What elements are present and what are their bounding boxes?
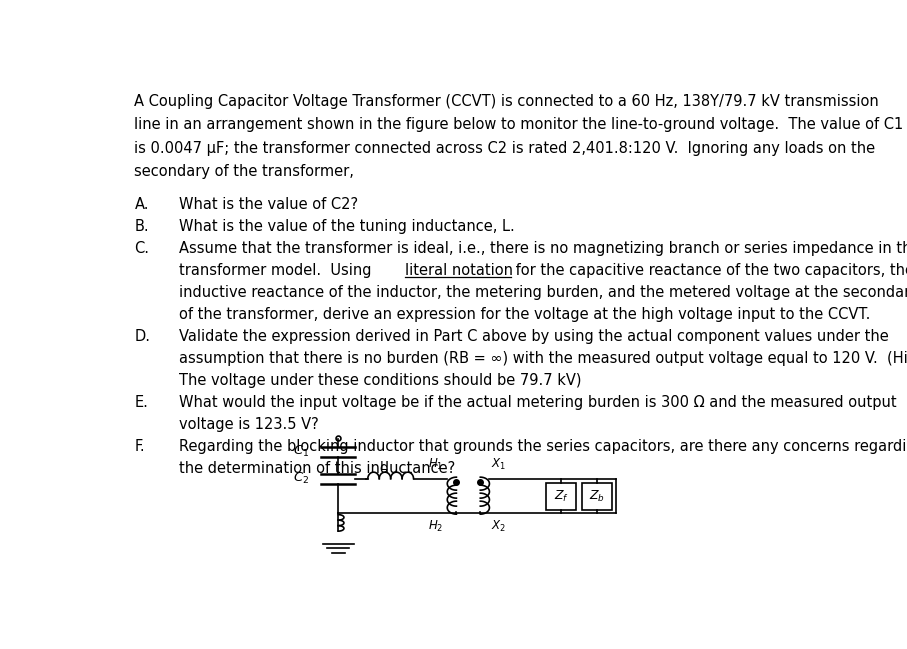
Text: $Z_f$: $Z_f$: [553, 489, 569, 504]
Text: assumption that there is no burden (RB = ∞) with the measured output voltage equ: assumption that there is no burden (RB =…: [179, 350, 907, 366]
Text: voltage is 123.5 V?: voltage is 123.5 V?: [179, 417, 318, 432]
Text: Assume that the transformer is ideal, i.e., there is no magnetizing branch or se: Assume that the transformer is ideal, i.…: [179, 241, 907, 256]
Text: $H_1$: $H_1$: [428, 457, 444, 472]
Text: F.: F.: [134, 439, 145, 454]
Text: line in an arrangement shown in the figure below to monitor the line-to-ground v: line in an arrangement shown in the figu…: [134, 117, 903, 132]
Text: $C_2$: $C_2$: [293, 471, 308, 486]
Text: $C_1$: $C_1$: [293, 444, 308, 459]
Text: $X_1$: $X_1$: [491, 457, 506, 472]
Text: the determination of this inductance?: the determination of this inductance?: [179, 461, 455, 476]
Text: is 0.0047 μF; the transformer connected across C2 is rated 2,401.8:120 V.  Ignor: is 0.0047 μF; the transformer connected …: [134, 141, 875, 156]
Text: What is the value of the tuning inductance, L.: What is the value of the tuning inductan…: [179, 219, 514, 234]
Text: E.: E.: [134, 395, 149, 410]
Text: L: L: [380, 459, 387, 472]
Text: Regarding the blocking inductor that grounds the series capacitors, are there an: Regarding the blocking inductor that gro…: [179, 439, 907, 454]
Text: The voltage under these conditions should be 79.7 kV): The voltage under these conditions shoul…: [179, 373, 581, 387]
Bar: [582, 483, 611, 510]
Text: $H_2$: $H_2$: [428, 519, 444, 534]
Text: What would the input voltage be if the actual metering burden is 300 Ω and the m: What would the input voltage be if the a…: [179, 395, 896, 410]
Text: Validate the expression derived in Part C above by using the actual component va: Validate the expression derived in Part …: [179, 329, 889, 344]
Text: secondary of the transformer,: secondary of the transformer,: [134, 164, 355, 179]
Text: literal notation: literal notation: [405, 263, 512, 278]
Text: A.: A.: [134, 197, 149, 212]
Text: $X_2$: $X_2$: [491, 519, 506, 534]
Text: C.: C.: [134, 241, 150, 256]
Text: B.: B.: [134, 219, 149, 234]
Text: $Z_b$: $Z_b$: [589, 489, 605, 504]
Text: for the capacitive reactance of the two capacitors, the: for the capacitive reactance of the two …: [511, 263, 907, 278]
Text: D.: D.: [134, 329, 151, 344]
Text: transformer model.  Using: transformer model. Using: [179, 263, 375, 278]
Text: A Coupling Capacitor Voltage Transformer (CCVT) is connected to a 60 Hz, 138Y/79: A Coupling Capacitor Voltage Transformer…: [134, 94, 879, 109]
Text: What is the value of C2?: What is the value of C2?: [179, 197, 358, 212]
Bar: [546, 483, 576, 510]
Text: inductive reactance of the inductor, the metering burden, and the metered voltag: inductive reactance of the inductor, the…: [179, 285, 907, 300]
Text: of the transformer, derive an expression for the voltage at the high voltage inp: of the transformer, derive an expression…: [179, 307, 870, 322]
